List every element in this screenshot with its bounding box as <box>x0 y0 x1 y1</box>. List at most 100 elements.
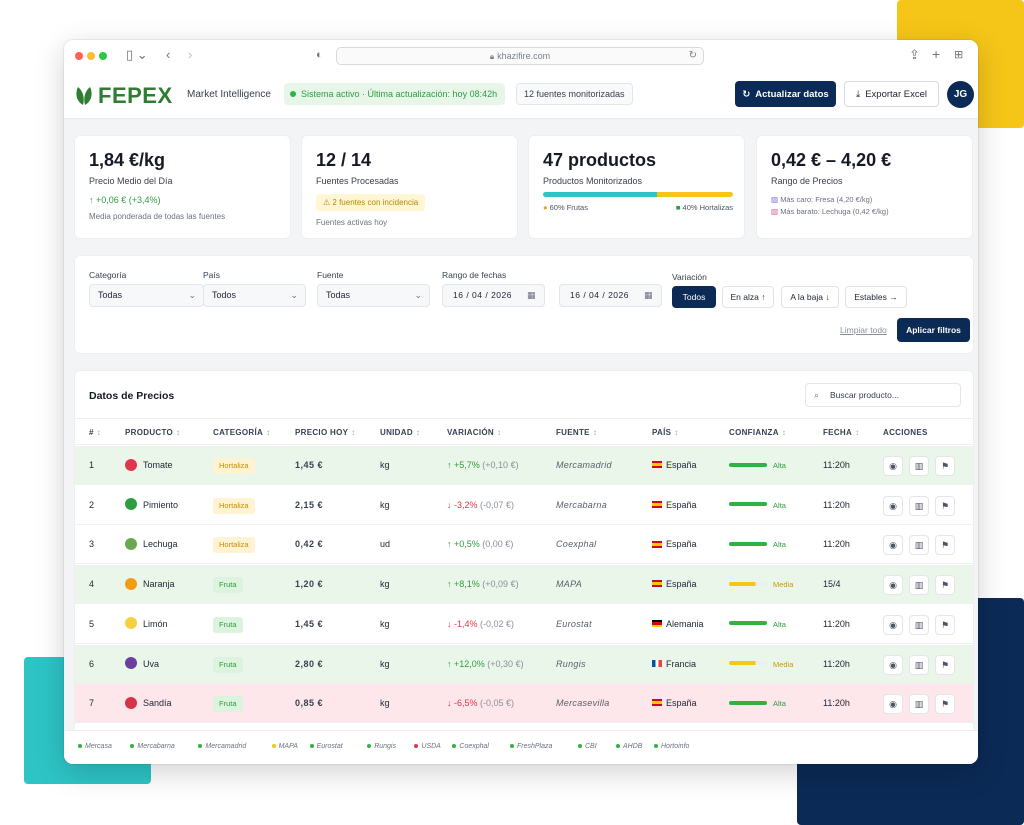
address-bar[interactable]: 🔒︎ khazifire.com ↻ <box>336 47 704 65</box>
chart-icon[interactable]: ▥ <box>909 456 929 476</box>
footer-source[interactable]: CBI <box>578 743 597 750</box>
view-icon[interactable]: ◉ <box>883 614 903 635</box>
source-select[interactable]: Todas ⌄ <box>317 284 430 307</box>
view-icon[interactable]: ◉ <box>883 575 903 596</box>
reload-icon[interactable]: ↻ <box>688 50 697 61</box>
sort-icon[interactable]: ↕ <box>96 428 102 437</box>
table-row[interactable]: 5 Limón Fruta 1,45 € kg ↓ -1,4% (-0,02 €) Euro… <box>75 604 973 644</box>
footer-source[interactable]: USDA <box>414 743 441 750</box>
footer-source[interactable]: FreshPlaza <box>510 743 552 750</box>
column-header[interactable]: CONFIANZA ↕ <box>729 428 786 437</box>
tab-overview-icon[interactable]: ⊞ <box>954 49 964 61</box>
column-header[interactable]: # ↕ <box>89 428 101 437</box>
variation-all-toggle[interactable]: Todos <box>672 286 716 308</box>
flag-report-icon[interactable]: ⚑ <box>935 694 955 715</box>
column-header[interactable]: CATEGORÍA ↕ <box>213 428 270 437</box>
source-name[interactable]: Mercasevilla <box>556 698 610 709</box>
footer-source[interactable]: MAPA <box>271 743 298 750</box>
footer-source[interactable]: Coexphal <box>452 743 489 750</box>
sort-icon[interactable]: ↕ <box>176 428 181 437</box>
variation-up-toggle[interactable]: En alza ↑ <box>722 286 774 308</box>
flag-report-icon[interactable]: ⚑ <box>935 654 955 675</box>
back-icon[interactable]: ‹ <box>166 47 171 62</box>
chart-icon[interactable]: ▥ <box>909 495 929 516</box>
footer-source[interactable]: Eurostat <box>309 743 343 750</box>
column-header[interactable]: UNIDAD ↕ <box>380 428 420 437</box>
status-dot-icon <box>290 91 296 97</box>
source-name[interactable]: Mercamadrid <box>556 460 612 470</box>
flag-report-icon[interactable]: ⚑ <box>935 535 955 556</box>
new-tab-icon[interactable]: + <box>932 46 941 62</box>
flag-report-icon[interactable]: ⚑ <box>935 575 955 596</box>
view-icon[interactable]: ◉ <box>883 654 903 675</box>
footer-source[interactable]: Mercasa <box>78 743 112 750</box>
footer-source[interactable]: Mercabarna <box>130 743 175 750</box>
column-header[interactable]: FUENTE ↕ <box>556 428 597 437</box>
clear-filters-link[interactable]: Limpiar todo <box>840 325 887 335</box>
product-search-input[interactable]: ⌕ Buscar producto... <box>805 383 961 407</box>
sort-icon[interactable]: ↕ <box>351 428 356 437</box>
table-row[interactable]: 6 Uva Fruta 2,80 € kg ↑ +12,0% (+0,30 €) Rungi… <box>75 644 973 684</box>
table-row[interactable]: 2 Pimiento Hortaliza 2,15 € kg ↓ -3,2% (-0,07… <box>75 485 973 525</box>
user-avatar[interactable]: JG <box>947 81 974 108</box>
sort-icon[interactable]: ↕ <box>497 428 502 437</box>
sort-icon[interactable]: ↕ <box>266 428 271 437</box>
column-header[interactable]: PRODUCTO ↕ <box>125 428 180 437</box>
export-excel-button[interactable]: ⤓ Exportar Excel <box>844 81 939 107</box>
table-row[interactable]: 3 Lechuga Hortaliza 0,42 € ud ↑ +0,5% (0,00 €… <box>75 525 973 565</box>
chart-icon[interactable]: ▥ <box>909 535 929 556</box>
column-header[interactable]: PAÍS ↕ <box>652 428 679 437</box>
date-from-input[interactable]: 16 / 04 / 2026 ▦ <box>442 284 545 307</box>
flag-report-icon[interactable]: ⚑ <box>935 456 955 476</box>
sort-icon[interactable]: ↕ <box>674 428 679 437</box>
view-icon[interactable]: ◉ <box>883 495 903 516</box>
view-icon[interactable]: ◉ <box>883 535 903 556</box>
calendar-icon[interactable]: ▦ <box>526 290 536 300</box>
column-header[interactable]: PRECIO HOY ↕ <box>295 428 356 437</box>
footer-source[interactable]: Hortoinfo <box>654 743 689 750</box>
sort-icon[interactable]: ↕ <box>592 428 598 437</box>
sort-icon[interactable]: ↕ <box>781 428 787 437</box>
view-icon[interactable]: ◉ <box>883 456 903 476</box>
flag-report-icon[interactable]: ⚑ <box>935 614 955 635</box>
column-header[interactable]: FECHA ↕ <box>823 428 859 437</box>
chart-icon[interactable]: ▥ <box>909 614 929 635</box>
variation-stable-toggle[interactable]: Estables → <box>845 286 907 308</box>
share-icon[interactable]: ⇪ <box>909 47 920 62</box>
country-select[interactable]: Todos ⌄ <box>203 284 306 307</box>
fepex-logo[interactable]: FEPEX <box>74 83 173 109</box>
product-name: Naranja <box>143 579 175 590</box>
source-name[interactable]: Coexphal <box>556 539 597 550</box>
calendar-icon[interactable]: ▦ <box>643 290 653 300</box>
sort-icon[interactable]: ↕ <box>415 428 421 437</box>
column-header[interactable]: VARIACIÓN ↕ <box>447 428 501 437</box>
view-icon[interactable]: ◉ <box>883 694 903 715</box>
maximize-dot[interactable] <box>99 52 107 60</box>
table-row[interactable]: 4 Naranja Fruta 1,20 € kg ↑ +8,1% (+0,09 €) MA… <box>75 565 973 605</box>
minimize-dot[interactable] <box>87 52 95 60</box>
source-name[interactable]: MAPA <box>556 579 583 590</box>
apply-filters-button[interactable]: Aplicar filtros <box>897 318 970 342</box>
source-name[interactable]: Mercabarna <box>556 499 608 510</box>
table-row[interactable]: 7 Sandía Fruta 0,85 € kg ↓ -6,5% (-0,05 €) Mer… <box>75 684 973 724</box>
sidebar-toggle-icon[interactable]: ▯ ⌄ <box>126 47 148 62</box>
chart-icon[interactable]: ▥ <box>909 694 929 715</box>
variation-down-toggle[interactable]: A la baja ↓ <box>781 286 839 308</box>
footer-source[interactable]: Rungis <box>367 743 396 750</box>
close-dot[interactable] <box>75 52 83 60</box>
flag-report-icon[interactable]: ⚑ <box>935 495 955 516</box>
kpi-warning-badge[interactable]: ⚠ 2 fuentes con incidencia <box>316 194 426 211</box>
category-select[interactable]: Todas ⌄ <box>89 284 204 307</box>
source-name[interactable]: Rungis <box>556 658 586 669</box>
refresh-data-button[interactable]: ↻ Actualizar datos <box>735 81 836 107</box>
sort-icon[interactable]: ↕ <box>855 428 860 437</box>
chart-icon[interactable]: ▥ <box>909 654 929 675</box>
table-row[interactable]: 1 Tomate Hortaliza 1,45 € kg ↑ +5,7% (+0,10 €… <box>75 446 973 485</box>
forward-icon[interactable]: › <box>188 47 193 62</box>
footer-source[interactable]: AHDB <box>616 743 642 750</box>
footer-source[interactable]: Mercamadrid <box>198 743 246 750</box>
date-to-input[interactable]: 16 / 04 / 2026 ▦ <box>559 284 662 307</box>
privacy-shield-icon[interactable]: ◐ <box>316 49 323 61</box>
source-name[interactable]: Eurostat <box>556 618 592 629</box>
chart-icon[interactable]: ▥ <box>909 575 929 596</box>
